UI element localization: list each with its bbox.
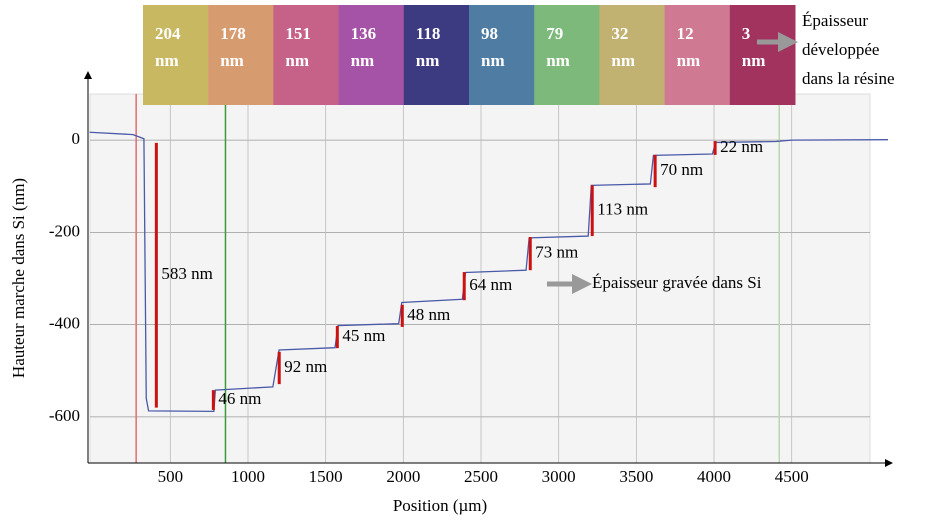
step-label: 113 nm	[597, 200, 648, 219]
plot-area	[89, 93, 871, 464]
resist-note: dans la résine	[802, 69, 895, 88]
x-tick-label: 2000	[386, 467, 420, 486]
thickness-unit: nm	[481, 51, 505, 70]
resist-note: Épaisseur	[802, 11, 868, 30]
thickness-value: 204	[155, 24, 181, 43]
x-tick-label: 1500	[309, 467, 343, 486]
thickness-unit: nm	[351, 51, 375, 70]
thickness-unit: nm	[220, 51, 244, 70]
resist-note: développée	[802, 40, 879, 59]
thickness-value: 98	[481, 24, 498, 43]
color-swatch	[664, 5, 731, 105]
thickness-value: 178	[220, 24, 246, 43]
y-tick-label: -600	[49, 406, 80, 425]
color-swatch	[599, 5, 666, 105]
thickness-value: 136	[351, 24, 377, 43]
thickness-unit: nm	[742, 51, 766, 70]
x-axis-label: Position (µm)	[393, 496, 487, 515]
thickness-value: 3	[742, 24, 751, 43]
x-tick-label: 4500	[775, 467, 809, 486]
color-swatch	[273, 5, 340, 105]
y-tick-label: 0	[72, 129, 81, 148]
thickness-value: 151	[285, 24, 311, 43]
profile-line	[89, 131, 889, 412]
thickness-unit: nm	[611, 51, 635, 70]
y-tick-label: -200	[49, 221, 80, 240]
x-tick-label: 3000	[542, 467, 576, 486]
x-tick-label: 2500	[464, 467, 498, 486]
thickness-unit: nm	[677, 51, 701, 70]
thickness-unit: nm	[285, 51, 309, 70]
x-tick-label: 500	[158, 467, 184, 486]
color-swatch	[534, 5, 600, 105]
step-label: 583 nm	[161, 264, 212, 283]
color-swatch	[729, 5, 796, 105]
step-label: 73 nm	[535, 242, 578, 261]
thickness-unit: nm	[155, 51, 179, 70]
y-axis-label: Hauteur marche dans Si (nm)	[9, 178, 28, 378]
thickness-value: 32	[611, 24, 628, 43]
color-swatch	[469, 5, 535, 105]
thickness-value: 118	[416, 24, 441, 43]
color-swatch	[403, 5, 470, 105]
color-swatch	[143, 5, 209, 105]
thickness-value: 79	[546, 24, 563, 43]
x-tick-label: 4000	[697, 467, 731, 486]
step-label: 22 nm	[720, 137, 763, 156]
x-tick-label: 3500	[619, 467, 653, 486]
thickness-unit: nm	[416, 51, 440, 70]
step-label: 64 nm	[469, 275, 512, 294]
step-label: 92 nm	[284, 357, 327, 376]
thickness-unit: nm	[546, 51, 570, 70]
step-label: 48 nm	[407, 305, 450, 324]
color-swatch	[338, 5, 405, 105]
step-label: 46 nm	[218, 389, 261, 408]
color-swatch	[208, 5, 274, 105]
step-label: 70 nm	[660, 160, 703, 179]
x-tick-label: 1000	[231, 467, 265, 486]
y-tick-label: -400	[49, 314, 80, 333]
etched-note: Épaisseur gravée dans Si	[592, 273, 762, 292]
step-label: 45 nm	[342, 326, 385, 345]
thickness-value: 12	[677, 24, 694, 43]
